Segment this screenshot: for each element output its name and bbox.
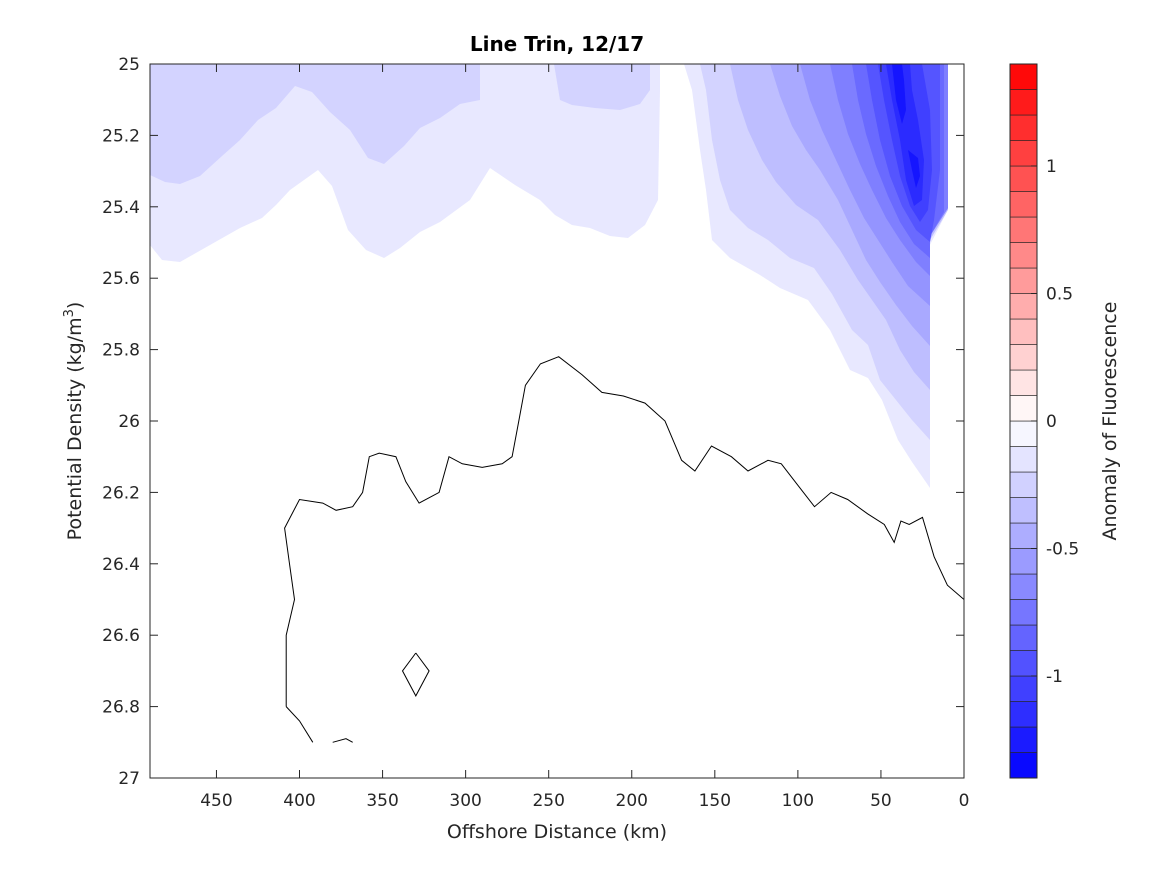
zero-contour-closed-loop [401, 652, 430, 697]
y-tick-label: 26.6 [102, 626, 140, 646]
colorbar-level [1009, 726, 1038, 753]
colorbar-level [1009, 344, 1038, 371]
y-axis-label-superscript: 3 [62, 309, 77, 317]
colorbar-level [1009, 395, 1038, 422]
x-axis: 450 400 350 300 250 200 150 100 50 0 [200, 64, 969, 811]
x-tick-label: 50 [870, 791, 892, 811]
x-tick-label: 300 [449, 791, 481, 811]
y-tick-label: 25.8 [102, 341, 140, 361]
colorbar-level [1009, 548, 1038, 575]
zero-contour-segment [332, 738, 353, 743]
colorbar [1009, 63, 1038, 779]
y-tick-label: 25.4 [102, 198, 140, 218]
x-tick-label: 250 [532, 791, 564, 811]
x-tick-label: 350 [366, 791, 398, 811]
colorbar-level [1009, 318, 1038, 345]
x-tick-label: 400 [283, 791, 315, 811]
colorbar-level [1009, 675, 1038, 702]
colorbar-level [1009, 471, 1038, 498]
colorbar-level [1009, 497, 1038, 524]
y-tick-label: 25 [118, 55, 140, 75]
colorbar-tick-label: 1 [1046, 157, 1057, 177]
colorbar-level [1009, 242, 1038, 269]
colorbar-level [1009, 293, 1038, 320]
no-data-region [930, 64, 964, 778]
colorbar-level [1009, 114, 1038, 141]
colorbar-level [1009, 752, 1038, 779]
y-tick-label: 26 [118, 412, 140, 432]
colorbar-level [1009, 599, 1038, 626]
y-tick-label: 25.6 [102, 269, 140, 289]
colorbar-level [1009, 191, 1038, 218]
anomaly-band-level-2 [150, 64, 650, 184]
y-axis-label-main: Potential Density (kg/m [64, 317, 86, 540]
zero-contour-segment [285, 706, 314, 743]
y-tick-label: 26.8 [102, 698, 140, 718]
y-axis-label-close: ) [64, 302, 86, 309]
colorbar-level [1009, 89, 1038, 116]
anomaly-band-level-11 [892, 64, 906, 124]
colorbar-level [1009, 446, 1038, 473]
x-tick-label: 150 [699, 791, 731, 811]
colorbar-level [1009, 573, 1038, 600]
y-tick-label: 26.4 [102, 555, 140, 575]
y-tick-label: 27 [118, 769, 140, 789]
x-tick-label: 450 [200, 791, 232, 811]
colorbar-level [1009, 650, 1038, 677]
colorbar-level [1009, 216, 1038, 243]
colorbar-level [1009, 624, 1038, 651]
colorbar-level [1009, 63, 1038, 90]
colorbar-level [1009, 522, 1038, 549]
colorbar-axis: 1 0.5 0 -0.5 -1 [1031, 157, 1079, 687]
colorbar-level [1009, 369, 1038, 396]
chart-title: Line Trin, 12/17 [470, 32, 644, 56]
x-tick-label: 100 [782, 791, 814, 811]
colorbar-level [1009, 267, 1038, 294]
colorbar-level [1009, 420, 1038, 447]
anomaly-band-level-11b [908, 150, 920, 188]
y-axis: 25 25.2 25.4 25.6 25.8 26 26.2 26.4 26.6 26.8 27 [102, 55, 964, 789]
colorbar-tick-label: -1 [1046, 667, 1063, 687]
colorbar-tick-label: 0.5 [1046, 285, 1073, 305]
contour-fill-group [150, 64, 964, 778]
colorbar-tick-label: -0.5 [1046, 540, 1079, 560]
x-axis-label: Offshore Distance (km) [447, 821, 667, 843]
y-tick-label: 26.2 [102, 483, 140, 503]
x-tick-label: 0 [959, 791, 970, 811]
x-tick-label: 200 [616, 791, 648, 811]
colorbar-tick-label: 0 [1046, 412, 1057, 432]
colorbar-level [1009, 701, 1038, 728]
y-tick-label: 25.2 [102, 126, 140, 146]
colorbar-level [1009, 165, 1038, 192]
colorbar-label: Anomaly of Fluorescence [1099, 302, 1121, 541]
colorbar-level [1009, 140, 1038, 167]
zero-contour-line [284, 356, 964, 707]
y-axis-label: Potential Density (kg/m3) [62, 302, 86, 541]
